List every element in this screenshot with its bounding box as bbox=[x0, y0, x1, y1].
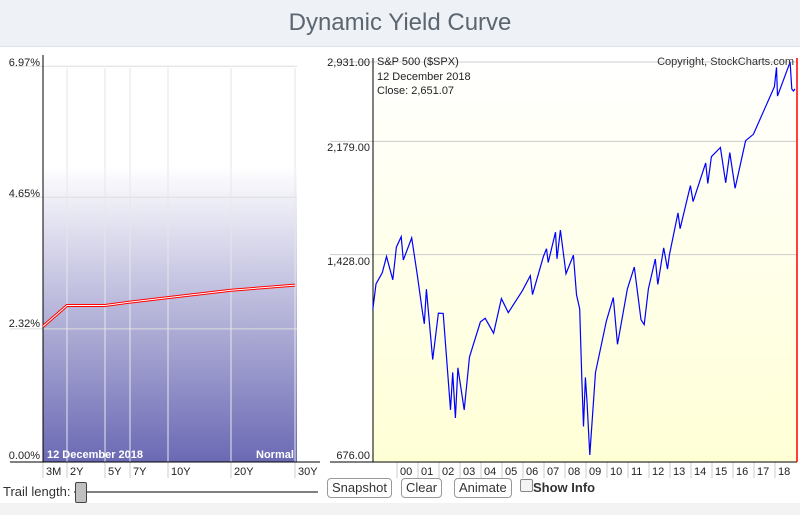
y-tick: 676.00 bbox=[336, 450, 370, 462]
spx-close: Close: 2,651.07 bbox=[377, 85, 455, 97]
y-tick: 2,931.00 bbox=[327, 57, 370, 69]
year-label: 10 bbox=[610, 466, 623, 478]
footer-bar bbox=[0, 503, 800, 515]
year-label: 12 bbox=[652, 466, 665, 478]
maturity-label: 10Y bbox=[171, 466, 191, 478]
yield-plot-area bbox=[43, 68, 297, 462]
year-label: 00 bbox=[400, 466, 413, 478]
year-label: 09 bbox=[589, 466, 602, 478]
maturity-label: 30Y bbox=[298, 466, 318, 478]
maturity-label: 20Y bbox=[234, 466, 254, 478]
year-label: 15 bbox=[715, 466, 728, 478]
y-tick: 2.32% bbox=[8, 318, 40, 330]
year-label: 01 bbox=[421, 466, 434, 478]
year-label: 05 bbox=[505, 466, 518, 478]
maturity-label: 7Y bbox=[133, 466, 147, 478]
year-label: 03 bbox=[463, 466, 476, 478]
year-label: 04 bbox=[484, 466, 497, 478]
year-label: 02 bbox=[442, 466, 455, 478]
maturity-label: 2Y bbox=[70, 466, 84, 478]
clear-button[interactable]: Clear bbox=[401, 478, 443, 498]
year-label: 18 bbox=[778, 466, 791, 478]
spx-date: 12 December 2018 bbox=[377, 71, 471, 83]
year-label: 14 bbox=[694, 466, 707, 478]
show-info-checkbox[interactable] bbox=[520, 479, 533, 492]
year-label: 13 bbox=[673, 466, 686, 478]
year-label: 11 bbox=[631, 466, 643, 478]
maturity-label: 3M bbox=[46, 466, 62, 478]
curve-shape-label: Normal bbox=[256, 449, 294, 461]
trail-slider-handle[interactable] bbox=[75, 482, 87, 503]
y-tick: 1,428.00 bbox=[327, 256, 370, 268]
year-label: 17 bbox=[757, 466, 770, 478]
y-tick: 6.97% bbox=[8, 57, 40, 69]
maturity-label: 5Y bbox=[108, 466, 122, 478]
trail-length-label: Trail length: bbox=[3, 484, 71, 499]
page-title: Dynamic Yield Curve bbox=[288, 9, 512, 36]
year-label: 08 bbox=[568, 466, 581, 478]
animate-button[interactable]: Animate bbox=[454, 478, 512, 498]
yield-curve-highlight bbox=[42, 284, 296, 327]
y-tick: 4.65% bbox=[8, 188, 40, 200]
year-label: 07 bbox=[547, 466, 560, 478]
spx-price-line bbox=[372, 61, 796, 456]
yield-date-label: 12 December 2018 bbox=[47, 449, 144, 461]
title-bar: Dynamic Yield Curve bbox=[0, 0, 800, 47]
year-label: 16 bbox=[736, 466, 749, 478]
snapshot-button[interactable]: Snapshot bbox=[327, 478, 392, 498]
copyright: Copyright, StockCharts.com bbox=[657, 56, 794, 68]
y-tick: 0.00% bbox=[8, 450, 40, 462]
spx-title: S&P 500 ($SPX) bbox=[377, 56, 459, 68]
year-label: 06 bbox=[526, 466, 539, 478]
y-tick: 2,179.00 bbox=[327, 142, 370, 154]
show-info-label[interactable]: Show Info bbox=[533, 480, 596, 495]
